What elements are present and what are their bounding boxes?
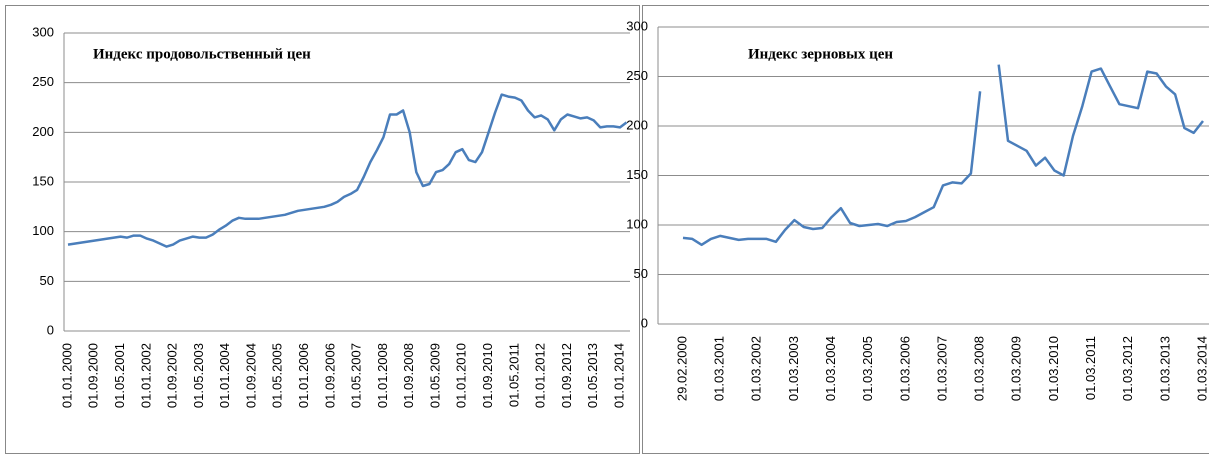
x-tick-label: 01.01.2000 (59, 343, 74, 408)
x-tick-label: 01.09.2000 (86, 343, 101, 408)
x-tick-label: 01.03.2003 (786, 336, 801, 401)
x-tick-label: 01.03.2010 (1046, 336, 1061, 401)
x-tick-label: 01.03.2002 (749, 336, 764, 401)
x-tick-label: 01.01.2014 (611, 343, 626, 408)
x-tick-label: 01.09.2002 (165, 343, 180, 408)
x-tick-label: 01.03.2011 (1083, 336, 1098, 400)
x-tick-label: 01.03.2013 (1157, 336, 1172, 401)
y-tick-label: 0 (641, 315, 648, 330)
x-tick-label: 01.05.2007 (349, 343, 364, 408)
y-tick-label: 100 (626, 216, 648, 231)
x-tick-label: 01.03.2014 (1194, 336, 1209, 401)
x-tick-label: 01.01.2010 (454, 343, 469, 408)
x-tick-label: 01.03.2001 (712, 336, 727, 401)
y-tick-label: 200 (626, 117, 648, 132)
data-line (67, 93, 628, 248)
y-tick-label: 150 (626, 167, 648, 182)
y-tick-label: 250 (32, 74, 54, 89)
y-tick-label: 200 (32, 124, 54, 139)
x-tick-label: 01.09.2010 (480, 343, 495, 408)
chart-title: Индекс продовольственный цен (93, 46, 311, 62)
x-tick-label: 01.05.2009 (427, 343, 442, 408)
x-tick-label: 01.03.2007 (934, 336, 949, 401)
x-tick-label: 01.09.2004 (243, 343, 258, 408)
data-line (682, 64, 1204, 247)
x-tick-label: 01.01.2004 (217, 343, 232, 408)
x-tick-label: 01.03.2009 (1009, 336, 1024, 401)
x-tick-label: 01.01.2002 (138, 343, 153, 408)
x-tick-label: 01.03.2006 (897, 336, 912, 401)
x-tick-label: 01.05.2001 (112, 343, 127, 408)
x-tick-label: 01.09.2008 (401, 343, 416, 408)
chart-title: Индекс зерновых цен (748, 46, 893, 62)
y-tick-label: 0 (47, 322, 54, 337)
x-tick-label: 01.03.2004 (823, 336, 838, 401)
x-tick-label: 01.01.2008 (375, 343, 390, 408)
x-tick-label: 01.09.2006 (322, 343, 337, 408)
x-tick-label: 01.01.2006 (296, 343, 311, 408)
y-tick-label: 150 (32, 173, 54, 188)
x-tick-label: 01.05.2011 (506, 343, 521, 407)
x-tick-label: 01.03.2012 (1120, 336, 1135, 401)
y-tick-label: 100 (32, 223, 54, 238)
x-tick-label: 01.05.2003 (191, 343, 206, 408)
x-tick-label: 01.09.2012 (559, 343, 574, 408)
x-tick-label: 01.03.2008 (972, 336, 987, 401)
x-tick-label: 29.02.2000 (674, 336, 689, 401)
y-tick-label: 50 (40, 273, 54, 288)
y-tick-label: 300 (32, 24, 54, 39)
y-tick-label: 250 (626, 68, 648, 83)
x-tick-label: 01.05.2013 (585, 343, 600, 408)
x-tick-label: 01.03.2005 (860, 336, 875, 401)
y-tick-label: 50 (634, 266, 648, 281)
x-tick-label: 01.05.2005 (270, 343, 285, 408)
x-tick-label: 01.01.2012 (533, 343, 548, 408)
y-tick-label: 300 (626, 18, 648, 33)
